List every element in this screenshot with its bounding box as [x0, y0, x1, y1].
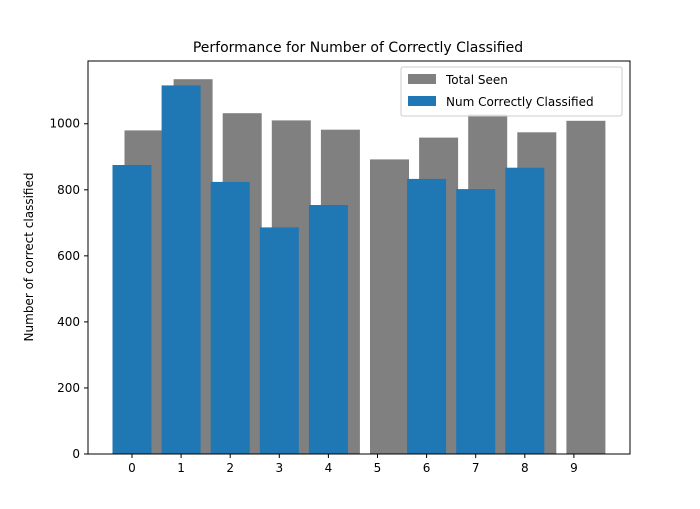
- y-tick-label-1000: 1000: [49, 117, 80, 131]
- bar-correct-4: [308, 205, 348, 454]
- x-tick-label-5: 5: [374, 461, 382, 475]
- x-tick-label-2: 2: [226, 461, 234, 475]
- x-tick-label-8: 8: [521, 461, 529, 475]
- bar-correct-1: [161, 85, 201, 455]
- legend: Total Seen Num Correctly Classified: [400, 66, 623, 117]
- y-tick-label-800: 800: [57, 183, 80, 197]
- legend-swatch-total-seen: [408, 74, 436, 84]
- x-tick-label-9: 9: [570, 461, 578, 475]
- bar-correct-2: [210, 181, 250, 454]
- x-tick-label-6: 6: [423, 461, 431, 475]
- plot-frame: [87, 60, 631, 455]
- legend-label-total-seen: Total Seen: [445, 73, 508, 87]
- x-tick-label-3: 3: [275, 461, 283, 475]
- x-tick-label-7: 7: [472, 461, 480, 475]
- bar-correct-8: [505, 167, 545, 454]
- x-tick-label-1: 1: [177, 461, 185, 475]
- bar-correct-7: [456, 189, 496, 454]
- y-tick-label-600: 600: [57, 249, 80, 263]
- bar-correct-0: [112, 165, 152, 454]
- x-tick-label-0: 0: [128, 461, 136, 475]
- y-axis-label: Number of correct classified: [22, 173, 36, 342]
- chart-title: Performance for Number of Correctly Clas…: [193, 40, 523, 56]
- x-axis: 0 1 2 3 4 5 6 7 8 9: [128, 454, 578, 475]
- legend-box: [400, 66, 623, 117]
- x-tick-label-4: 4: [325, 461, 333, 475]
- bar-correct-3: [259, 227, 299, 454]
- y-tick-label-400: 400: [57, 315, 80, 329]
- bar-correct-6: [407, 178, 447, 454]
- legend-label-correct: Num Correctly Classified: [446, 95, 594, 109]
- y-tick-label-0: 0: [72, 447, 80, 461]
- legend-swatch-correct: [408, 96, 436, 106]
- bar-total-seen-9: [566, 120, 606, 455]
- correct-bars: [112, 85, 545, 455]
- y-axis: 0 200 400 600 800 1000: [49, 117, 88, 461]
- bar-total-seen-5: [370, 159, 409, 454]
- y-tick-label-200: 200: [57, 381, 80, 395]
